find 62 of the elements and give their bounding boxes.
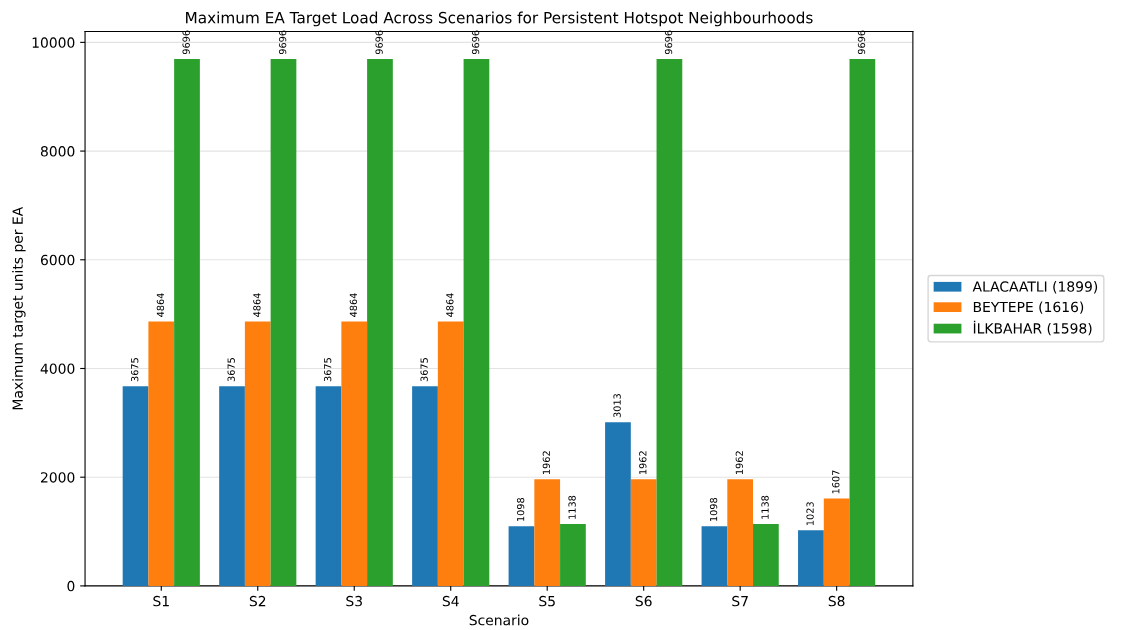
bar — [701, 526, 728, 586]
data-label: 1962 — [639, 451, 647, 475]
bar — [341, 321, 368, 586]
data-label: 3675 — [131, 358, 139, 382]
data-label: 3675 — [420, 358, 428, 382]
x-axis-title: Scenario — [469, 614, 529, 626]
bar — [630, 479, 657, 586]
y-tick-label: 8000 — [40, 146, 75, 157]
data-label: 4864 — [253, 293, 261, 317]
bar — [270, 58, 297, 586]
x-tick-label: S8 — [828, 595, 845, 607]
data-label: 1023 — [806, 502, 814, 526]
x-tick-label: S5 — [539, 595, 555, 607]
bar — [656, 58, 683, 586]
chart-title: Maximum EA Target Load Across Scenarios for Persistent Hotspot Neighbourhoods — [186, 11, 813, 27]
data-label: 3675 — [227, 358, 235, 382]
bar — [508, 526, 535, 586]
bar — [753, 524, 779, 586]
data-label: 1138 — [761, 495, 769, 519]
y-tick-label: 10000 — [32, 37, 75, 48]
y-tick-label: 2000 — [41, 472, 75, 483]
bar — [412, 386, 438, 586]
data-label: 1962 — [735, 451, 743, 475]
bar — [849, 58, 876, 586]
x-tick-label: S1 — [153, 595, 169, 607]
data-label: 1138 — [568, 495, 576, 519]
y-tick-label: 6000 — [40, 254, 75, 266]
data-label: 3013 — [613, 394, 621, 418]
y-tick-label: 0 — [67, 580, 75, 592]
bar — [798, 530, 824, 586]
bar — [148, 321, 175, 586]
x-tick-label: S7 — [732, 595, 748, 607]
data-label: 3675 — [323, 358, 332, 382]
data-label: 1098 — [516, 497, 525, 521]
x-tick-label: S6 — [635, 595, 652, 607]
data-label: 1962 — [542, 451, 551, 475]
legend-label: BEYTEPE (1616) — [973, 301, 1084, 314]
y-axis-title: Maximum target units per EA — [12, 206, 26, 410]
x-tick-label: S2 — [249, 595, 266, 607]
bar — [437, 321, 464, 586]
x-tick-label: S3 — [346, 595, 362, 607]
bar — [174, 58, 200, 586]
bar — [560, 524, 586, 586]
data-label: 4864 — [349, 293, 358, 317]
data-label: 1607 — [832, 470, 840, 494]
bar — [367, 58, 393, 586]
y-tick-label: 4000 — [40, 363, 75, 374]
x-tick-label: S4 — [442, 595, 459, 607]
bar — [463, 58, 490, 586]
legend-label: ALACAATLI (1899) — [972, 281, 1098, 294]
bar — [219, 386, 245, 586]
data-label: 4864 — [156, 293, 165, 317]
data-label: 4864 — [446, 293, 454, 317]
bar — [122, 386, 149, 586]
bar — [823, 498, 850, 586]
data-label: 1098 — [709, 497, 718, 521]
bar — [534, 479, 561, 586]
bar — [605, 422, 631, 586]
bar — [244, 321, 271, 586]
bar — [727, 479, 754, 586]
legend-label: İLKBAHAR (1598) — [973, 320, 1092, 336]
bar — [315, 386, 342, 586]
